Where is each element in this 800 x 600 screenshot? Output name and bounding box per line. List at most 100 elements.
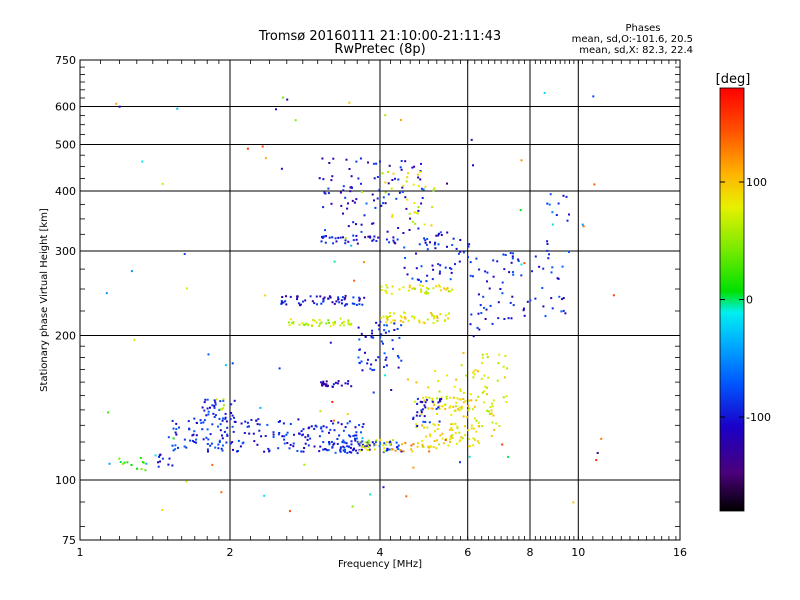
scatter-point [400,119,402,121]
scatter-point [361,443,364,446]
scatter-point [371,441,374,444]
scatter-point [341,296,344,299]
scatter-point [424,241,427,244]
scatter-point [408,286,411,289]
scatter-point [330,202,333,205]
scatter-point [411,287,414,290]
scatter-point [218,441,221,443]
scatter-point [421,408,424,411]
scatter-point [469,261,472,264]
scatter-point [230,403,233,406]
scatter-point [366,443,369,446]
scatter-point [454,432,457,435]
scatter-point [357,326,360,329]
scatter-point [358,303,361,306]
x-tick-label: 8 [527,546,534,559]
scatter-point [390,292,393,295]
scatter-point [429,445,432,448]
scatter-point [498,353,501,356]
scatter-point [433,243,436,246]
scatter-point [346,303,348,306]
scatter-point [384,114,387,117]
scatter-point [487,376,490,379]
scatter-point [460,405,463,408]
scatter-point [306,438,309,441]
scatter-point [378,445,381,448]
scatter-point [375,440,377,443]
scatter-point [492,399,495,402]
scatter-point [232,448,234,451]
scatter-point [185,480,188,483]
scatter-point [458,398,461,401]
scatter-point [407,378,409,381]
scatter-point [346,451,349,454]
scatter-point [161,509,164,511]
scatter-point [416,278,419,281]
scatter-point [399,449,402,452]
scatter-point [407,319,410,322]
scatter-point [339,324,342,327]
scatter-point [464,400,467,402]
scatter-point [511,257,514,260]
scatter-point [172,449,175,452]
scatter-point [213,399,216,402]
scatter-point [501,281,504,284]
scatter-point [375,439,378,442]
scatter-point [126,461,129,464]
scatter-point [360,431,362,434]
scatter-point [325,322,328,325]
scatter-point [459,461,461,464]
scatter-point [384,443,387,446]
scatter-point [211,463,214,466]
scatter-point [256,443,259,446]
scatter-point [206,443,209,445]
scatter-point [420,413,423,416]
scatter-point [449,441,452,443]
scatter-point [470,138,473,141]
scatter-point [364,441,367,444]
scatter-point [491,402,494,405]
scatter-point [473,417,476,420]
scatter-point [329,325,332,328]
scatter-point [372,222,375,225]
scatter-point [334,321,336,324]
scatter-point [314,424,317,427]
scatter-point [387,316,390,319]
scatter-point [320,381,323,384]
scatter-point [398,191,401,194]
scatter-point [470,427,473,430]
scatter-point [433,315,436,318]
scatter-point [310,324,313,327]
scatter-point [337,236,340,239]
scatter-point [421,439,424,442]
scatter-point [360,230,363,233]
scatter-point [439,231,442,234]
scatter-point [359,157,362,160]
scatter-point [468,243,471,246]
y-tick-label: 500 [55,139,76,152]
scatter-point [371,222,374,225]
scatter-point [346,422,349,425]
scatter-point [424,239,427,242]
scatter-point [457,252,460,255]
scatter-point [451,423,454,426]
scatter-point [412,466,415,469]
scatter-point [337,421,340,424]
scatter-point [581,223,584,226]
scatter-point [483,306,485,309]
scatter-point [145,462,148,465]
scatter-point [479,304,482,307]
scatter-point [191,439,194,442]
scatter-point [458,406,461,409]
scatter-point [389,443,391,446]
scatter-point [437,243,440,246]
scatter-point [459,388,462,391]
scatter-point [337,296,340,299]
scatter-point [447,317,450,320]
scatter-point [414,287,416,290]
scatter-point [286,98,289,101]
scatter-point [438,443,441,446]
scatter-point [369,493,372,496]
scatter-point [481,356,484,359]
scatter-point [232,430,235,433]
